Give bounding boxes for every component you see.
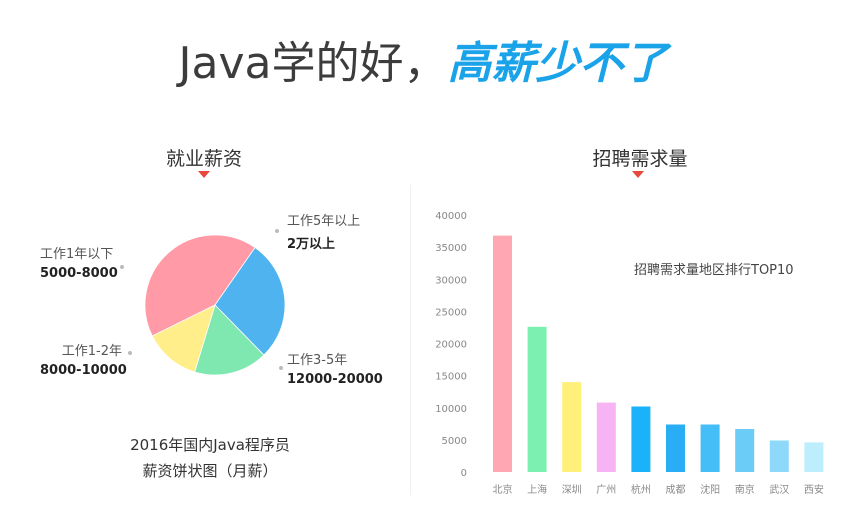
- pie-label-title: 工作1-2年: [61, 344, 122, 359]
- bar-section-title: 招聘需求量: [592, 148, 688, 170]
- y-tick-label: 40000: [435, 211, 467, 222]
- headline: Java学的好，高薪少不了: [0, 34, 846, 94]
- bar: [804, 442, 824, 472]
- pie-chart: [144, 234, 286, 376]
- pie-label-title: 工作3-5年: [287, 353, 348, 368]
- pie-label-value: 8000-10000: [40, 363, 127, 378]
- bar: [493, 235, 512, 472]
- pie-caption-line2: 薪资饼状图（月薪）: [142, 462, 278, 480]
- x-tick-label: 杭州: [631, 483, 651, 496]
- pie-label-value: 5000-8000: [40, 266, 118, 281]
- pie-slice: [151, 304, 216, 373]
- x-tick-label: 成都: [666, 484, 686, 496]
- x-tick-label: 武汉: [769, 483, 789, 496]
- x-tick-label: 沈阳: [700, 483, 720, 496]
- pie-label-3to5: 工作3-5年 12000-20000: [287, 349, 383, 387]
- bar: [735, 429, 755, 472]
- bar: [700, 424, 720, 472]
- pie-slice: [214, 247, 286, 356]
- pie-label-5plus: 工作5年以上 2万以上: [287, 210, 360, 252]
- pie-slice: [144, 234, 256, 337]
- x-tick-label: 广州: [596, 484, 616, 496]
- x-tick-label: 上海: [527, 483, 547, 496]
- leader-dot-icon: [120, 265, 124, 269]
- x-tick-label: 南京: [735, 483, 755, 496]
- pie-section-title: 就业薪资: [165, 148, 242, 170]
- pie-label-title: 工作1年以下: [40, 247, 114, 262]
- pie-caption: 2016年国内Java程序员 薪资饼状图（月薪）: [80, 432, 340, 484]
- bar: [769, 440, 789, 472]
- x-tick-label: 北京: [493, 483, 513, 496]
- bar: [527, 326, 547, 472]
- x-tick-label: 深圳: [562, 484, 582, 496]
- y-tick-label: 15000: [435, 372, 467, 383]
- bar-title-marker-icon: [632, 171, 644, 178]
- leader-dot-icon: [275, 229, 279, 233]
- pie-title-marker-icon: [198, 171, 210, 178]
- leader-dot-icon: [279, 366, 283, 370]
- pie-label-1to2: 工作1-2年 8000-10000: [40, 340, 127, 378]
- headline-accent: 高薪少不了: [447, 38, 668, 89]
- y-tick-label: 0: [461, 468, 467, 479]
- x-tick-label: 西安: [804, 483, 824, 496]
- y-tick-label: 35000: [435, 243, 467, 254]
- bar: [596, 402, 616, 472]
- bar: [666, 424, 685, 472]
- y-tick-label: 30000: [435, 275, 467, 286]
- bar-chart: 0 5000 10000 15000 20000 25000 30000 35000 40000…: [435, 211, 824, 496]
- headline-plain: Java学的好，: [178, 38, 448, 89]
- y-tick-label: 5000: [442, 436, 467, 447]
- pie-label-under1: 工作1年以下 5000-8000: [40, 243, 122, 281]
- pie-label-value: 2万以上: [287, 237, 336, 252]
- pie-label-value: 12000-20000: [287, 372, 383, 387]
- pie-label-title: 工作5年以上: [287, 214, 361, 229]
- bar: [562, 382, 582, 472]
- leader-dot-icon: [128, 351, 132, 355]
- bar: [631, 406, 651, 472]
- pie-slice: [194, 304, 265, 376]
- bar-chart-annotation: 招聘需求量地区排行TOP10: [634, 263, 794, 278]
- y-tick-label: 10000: [435, 404, 467, 415]
- section-divider: [410, 185, 411, 495]
- y-tick-label: 20000: [435, 340, 467, 351]
- pie-caption-line1: 2016年国内Java程序员: [130, 436, 290, 454]
- y-tick-label: 25000: [435, 307, 467, 318]
